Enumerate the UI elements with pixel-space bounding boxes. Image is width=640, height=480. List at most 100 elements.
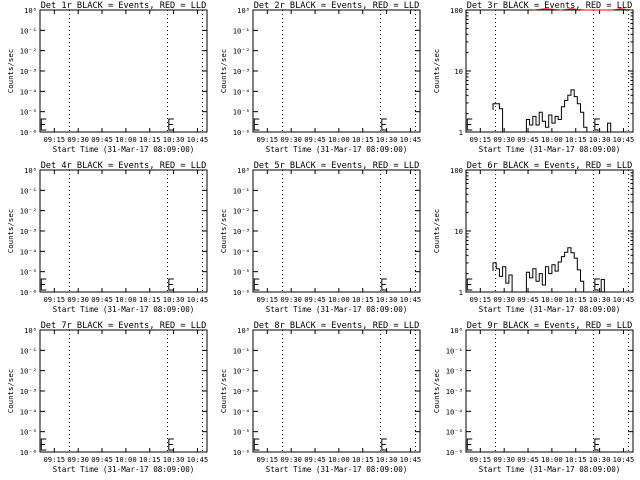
plot-title: Det 5r BLACK = Events, RED = LLD [254,161,420,171]
y-axis-label: Counts/sec [432,209,441,254]
x-tick-label: 09:30 [280,295,302,304]
x-axis-label: Start Time (31-Mar-17 08:09:00) [266,465,408,474]
x-tick-label: 10:30 [376,295,398,304]
x-tick-label: 09:45 [517,295,539,304]
error-bracket-marker [466,438,473,451]
x-axis-label: Start Time (31-Mar-17 08:09:00) [53,465,195,474]
x-axis-label: Start Time (31-Mar-17 08:09:00) [266,145,408,154]
x-tick-label: 10:15 [352,295,374,304]
y-tick-label: 10⁻⁶ [20,448,37,457]
error-bracket-marker [168,438,174,451]
x-tick-label: 10:15 [565,295,587,304]
x-tick-label: 10:45 [613,295,635,304]
y-tick-label: 10⁻⁵ [446,428,463,437]
y-tick-label: 10⁻⁴ [233,87,250,96]
y-tick-label: 10⁻¹ [446,346,463,355]
y-tick-label: 10⁻⁶ [233,448,250,457]
error-bracket-marker [40,118,47,131]
x-tick-label: 10:45 [400,135,422,144]
x-tick-label: 09:30 [280,135,302,144]
x-tick-label: 10:30 [589,135,611,144]
x-tick-label: 09:15 [43,455,65,464]
y-tick-label: 10⁻⁴ [233,407,250,416]
y-tick-label: 10⁻⁵ [20,108,37,117]
x-tick-label: 09:45 [304,455,326,464]
y-tick-label: 10⁻² [20,207,37,216]
x-tick-label: 09:30 [493,455,515,464]
x-axis-label: Start Time (31-Mar-17 08:09:00) [479,465,621,474]
x-tick-label: 10:30 [589,295,611,304]
y-tick-label: 10⁻⁵ [233,268,250,277]
y-tick-label: 10⁻² [20,367,37,376]
x-tick-label: 09:15 [256,455,278,464]
plot-title: Det 7r BLACK = Events, RED = LLD [41,321,207,331]
x-tick-label: 10:30 [376,135,398,144]
error-bracket-marker [253,118,260,131]
y-tick-label: 10⁻¹ [233,26,250,35]
plot-frame [252,329,421,453]
events-series-line [492,247,605,293]
y-tick-label: 10⁰ [450,326,463,335]
y-tick-label: 10⁻² [233,47,250,56]
error-bracket-marker [594,438,600,451]
y-axis-label: Counts/sec [219,209,228,254]
y-tick-label: 10⁻⁶ [20,288,37,297]
error-bracket-marker [40,438,47,451]
lld-series-line [532,8,632,11]
plot-frame [465,9,634,133]
x-tick-label: 10:00 [328,295,350,304]
y-tick-label: 10⁻² [233,207,250,216]
error-bracket-marker [168,118,174,131]
x-tick-label: 10:30 [163,135,185,144]
error-bracket-marker [466,118,473,131]
plot-frame [465,329,634,453]
x-tick-label: 09:30 [67,295,89,304]
y-tick-label: 10⁻² [446,367,463,376]
x-tick-label: 10:30 [163,295,185,304]
x-tick-label: 10:00 [328,135,350,144]
y-tick-label: 10⁻⁶ [446,448,463,457]
y-tick-label: 10⁰ [24,326,37,335]
y-tick-label: 10 [454,227,463,236]
y-axis-label: Counts/sec [432,49,441,94]
y-tick-label: 10⁻¹ [233,186,250,195]
y-tick-label: 10⁻³ [20,387,37,396]
y-tick-label: 100 [450,6,463,15]
y-tick-label: 10⁻³ [446,387,463,396]
y-tick-label: 10⁻¹ [20,26,37,35]
x-tick-label: 10:00 [328,455,350,464]
plot-title: Det 9r BLACK = Events, RED = LLD [467,321,633,331]
y-tick-label: 10⁻¹ [20,186,37,195]
y-tick-label: 10⁻¹ [20,346,37,355]
x-tick-label: 09:15 [469,295,491,304]
error-bracket-marker [253,278,260,291]
y-tick-label: 10⁻² [233,367,250,376]
y-tick-label: 10⁻⁵ [233,108,250,117]
error-bracket-marker [594,118,600,131]
x-axis-label: Start Time (31-Mar-17 08:09:00) [53,145,195,154]
y-tick-label: 10⁰ [237,6,250,15]
plot-title: Det 1r BLACK = Events, RED = LLD [41,1,207,11]
x-tick-label: 10:15 [352,135,374,144]
error-bracket-marker [40,278,47,291]
x-tick-label: 10:15 [565,135,587,144]
x-tick-label: 09:45 [517,135,539,144]
x-tick-label: 09:15 [469,455,491,464]
error-bracket-marker [253,438,260,451]
y-tick-label: 10⁻² [20,47,37,56]
x-tick-label: 09:30 [493,295,515,304]
plot-frame [39,9,208,133]
x-tick-label: 10:45 [187,455,209,464]
y-tick-label: 10⁻⁴ [233,247,250,256]
x-tick-label: 09:30 [67,135,89,144]
y-tick-label: 10⁻⁵ [20,428,37,437]
x-tick-label: 10:45 [613,135,635,144]
x-tick-label: 10:00 [541,295,563,304]
x-tick-label: 10:45 [187,135,209,144]
y-tick-label: 10 [454,67,463,76]
